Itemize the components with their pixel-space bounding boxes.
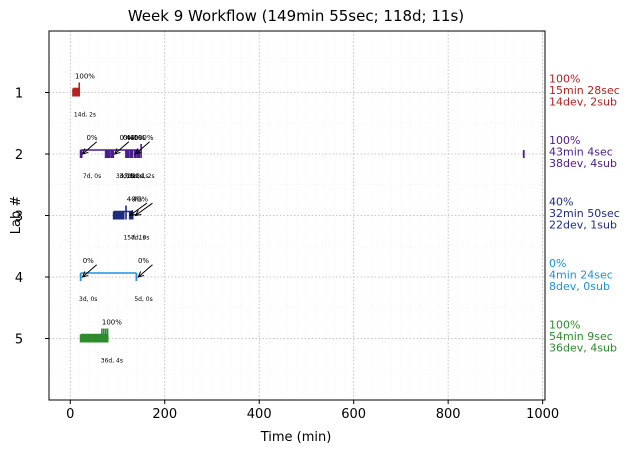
- lab-summary-line: 36dev, 4sub: [549, 342, 617, 355]
- annotation-percent: 40%: [127, 196, 143, 204]
- y-tick-label: 3: [15, 210, 23, 225]
- y-axis-label: Lab #: [9, 196, 24, 235]
- annotation-stats: 36d, 4s: [101, 358, 123, 365]
- x-tick-label: 800: [436, 407, 461, 422]
- y-tick-label: 4: [15, 271, 23, 286]
- x-tick-label: 200: [152, 407, 177, 422]
- lab-summary-line: 14dev, 2sub: [549, 96, 617, 109]
- lab-summary-line: 100%: [549, 73, 580, 86]
- annotation-percent: 40%: [132, 196, 148, 204]
- annotation-percent: 0%: [86, 134, 97, 142]
- annotation-percent: 100%: [102, 319, 122, 327]
- annotation-percent: 100%: [75, 73, 95, 81]
- annotation-percent: 40%: [130, 134, 146, 142]
- annotation-stats: 7d, 0s: [131, 235, 149, 242]
- y-tick-label: 5: [15, 333, 23, 348]
- annotation-stats: 7d, 0s: [83, 173, 101, 180]
- arrow-head: [134, 209, 142, 217]
- lab-summary-line: 54min 9sec: [549, 330, 613, 343]
- annotation-stats: 15d, 1s: [123, 235, 145, 242]
- annotation-stats: 14d, 2s: [74, 112, 96, 119]
- annotation-percent: 100%: [134, 134, 154, 142]
- y-tick-label: 2: [15, 148, 23, 163]
- annotation-arrow: [129, 202, 148, 216]
- lab-summary-line: 38dev, 4sub: [549, 157, 617, 170]
- y-axis: 1 2 3 4 5: [15, 87, 49, 348]
- lab-summary-line: 22dev, 1sub: [549, 219, 617, 232]
- lab-summary-line: 40%: [549, 196, 573, 209]
- annotation-stats: 3d, 0s: [116, 173, 134, 180]
- x-axis-label: Time (min): [260, 430, 332, 445]
- arrow-head: [81, 148, 89, 155]
- chart-title: Week 9 Workflow (149min 55sec; 118d; 11s…: [128, 7, 464, 25]
- y-tick-label: 1: [15, 87, 23, 102]
- annotation-percent: 0%: [83, 257, 94, 265]
- x-tick-label: 400: [247, 407, 272, 422]
- annotation-arrow: [114, 141, 130, 155]
- annotation-stats: 3d, 0s: [79, 296, 97, 303]
- lab-summary-line: 43min 4sec: [549, 146, 613, 159]
- annotation-percent: 0%: [123, 134, 134, 142]
- x-tick-label: 1000: [526, 407, 559, 422]
- annotation-arrow: [135, 141, 150, 155]
- annotation-arrow: [82, 264, 98, 278]
- lab-summary-line: 100%: [549, 134, 580, 147]
- annotation-arrow: [137, 264, 153, 278]
- arrow-head: [137, 271, 145, 278]
- lab-summary-line: 15min 28sec: [549, 84, 620, 97]
- arrow-head: [128, 209, 136, 217]
- annotation-percent: 0%: [138, 257, 149, 265]
- annotation-arrow: [135, 202, 153, 216]
- annotation-stats: 15d, 1s: [126, 173, 148, 180]
- arrow-head: [134, 148, 142, 155]
- annotation-percent: 0%: [120, 134, 131, 142]
- annotation-stats: 13d, 2s: [132, 173, 154, 180]
- annotation-stats: 5d, 0s: [134, 296, 152, 303]
- annotation-stats: 3d, 0s: [119, 173, 137, 180]
- lab-summary-line: 8dev, 0sub: [549, 280, 610, 293]
- x-axis: 0 200 400 600 800 1000: [66, 400, 559, 422]
- lab-summary-line: 100%: [549, 319, 580, 332]
- x-tick-label: 0: [66, 407, 74, 422]
- arrow-head: [113, 148, 121, 155]
- plot-area: 100% 14d, 2s 0% 7d, 0s 0% 3d, 0s 0% 3d, 0s 40% 7d…: [72, 73, 525, 365]
- lab-summary-line: 0%: [549, 257, 566, 270]
- annotation-stats: 7d, 1s: [124, 173, 142, 180]
- lab-summary-line: 32min 50sec: [549, 207, 620, 220]
- annotation-percent: 40%: [126, 134, 142, 142]
- annotation-arrow: [82, 141, 98, 155]
- arrow-head: [81, 271, 89, 278]
- x-tick-label: 600: [341, 407, 366, 422]
- lab-summary-line: 4min 24sec: [549, 269, 613, 282]
- grid: [49, 31, 545, 400]
